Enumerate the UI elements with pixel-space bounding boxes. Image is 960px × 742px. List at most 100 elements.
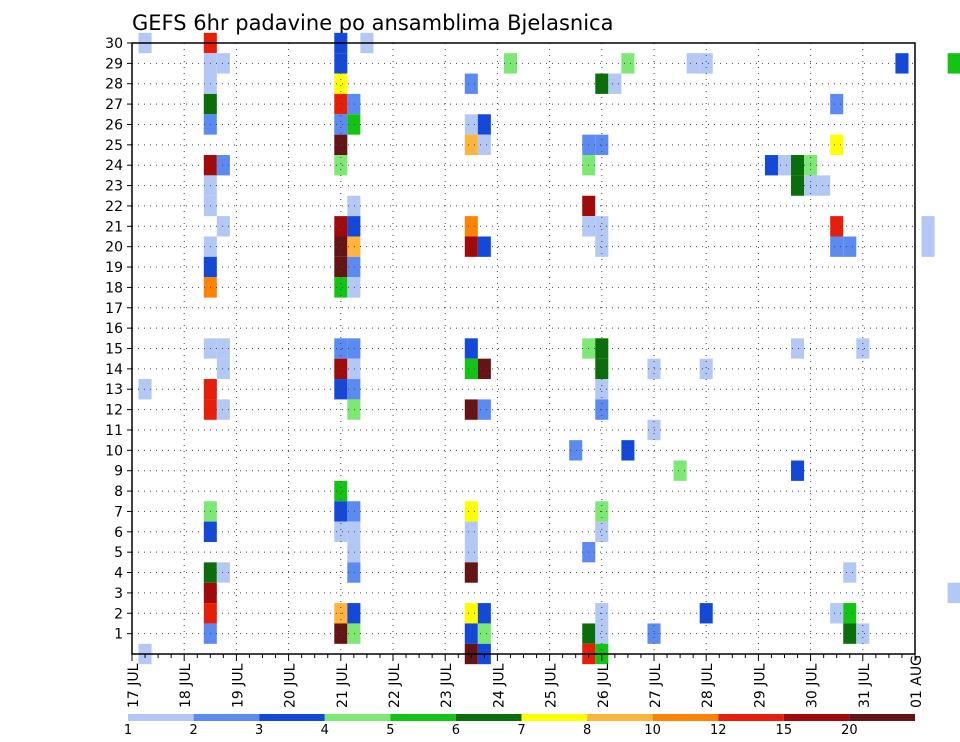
heatmap-cell <box>843 236 857 257</box>
heatmap-cell <box>830 216 844 237</box>
heatmap-cell <box>347 195 361 217</box>
heatmap-cell <box>699 53 713 74</box>
heatmap-cell <box>334 379 348 400</box>
heatmap-cell <box>216 338 230 359</box>
colorbar-swatch <box>324 714 391 721</box>
x-tick-label: 31 JUL <box>857 663 873 708</box>
y-tick-label: 6 <box>114 525 123 541</box>
x-tick-label: 29 JUL <box>752 663 768 708</box>
heatmap-cell <box>334 338 348 359</box>
colorbar-label: 5 <box>386 723 394 738</box>
y-tick-label: 27 <box>105 97 123 113</box>
y-tick-label: 3 <box>114 586 123 602</box>
x-tick-label: 22 JUL <box>387 663 403 708</box>
x-tick-label: 24 JUL <box>491 663 507 708</box>
colorbar: 1 2 3 4 5 6 7 8 10 12 15 20 <box>124 714 915 738</box>
x-tick-label: 20 JUL <box>283 663 299 708</box>
x-tick-label: 26 JUL <box>596 663 612 708</box>
heatmap-cell <box>464 541 478 563</box>
heatmap-cell <box>621 53 635 74</box>
colorbar-swatch <box>193 714 260 721</box>
heatmap-cell <box>347 358 361 380</box>
heatmap-cell <box>464 562 478 583</box>
heatmap-cell <box>464 358 478 380</box>
heatmap-cell <box>921 216 935 237</box>
heatmap-cell <box>334 277 348 298</box>
heatmap-cell <box>595 623 609 644</box>
heatmap-cell <box>791 460 805 481</box>
colorbar-swatch <box>128 714 194 721</box>
heatmap-cell <box>777 155 792 176</box>
heatmap-cell <box>334 480 348 502</box>
x-tick-label: 23 JUL <box>439 663 455 708</box>
x-axis: 17 JUL 18 JUL 19 JUL 20 JUL 21 JUL 22 JUL 23 J… <box>126 654 925 708</box>
y-tick-label: 17 <box>105 301 123 317</box>
heatmap-cell <box>791 338 805 359</box>
heatmap-cell <box>347 399 361 420</box>
x-tick-label: 28 JUL <box>700 663 716 708</box>
colorbar-swatch <box>783 714 850 721</box>
y-tick-label: 23 <box>105 179 123 195</box>
heatmap-cell <box>608 73 622 94</box>
heatmap-cell <box>347 93 361 115</box>
heatmap-cell <box>464 623 478 644</box>
colorbar-label: 6 <box>452 723 460 738</box>
heatmap-cell <box>464 236 478 257</box>
heatmap-cell <box>477 236 491 257</box>
y-tick-label: 30 <box>105 36 123 52</box>
y-tick-label: 13 <box>105 382 123 398</box>
colorbar-swatch <box>455 714 522 721</box>
y-tick-label: 10 <box>105 443 123 459</box>
heatmap-cell <box>569 440 583 461</box>
heatmap-cell <box>817 175 831 196</box>
heatmap-cell <box>843 623 857 644</box>
y-tick-label: 2 <box>114 606 123 622</box>
heatmap-cell <box>464 338 478 359</box>
heatmap-cell <box>334 155 348 176</box>
colorbar-label: 3 <box>255 723 263 738</box>
y-tick-label: 29 <box>105 56 123 72</box>
y-tick-label: 12 <box>105 403 123 419</box>
heatmap-cell <box>216 155 230 176</box>
x-tick-label: 21 JUL <box>335 663 351 708</box>
heatmap-cell <box>895 53 909 74</box>
heatmap-cell <box>477 114 491 135</box>
x-tick-label: 25 JUL <box>544 663 560 708</box>
x-tick-label: 17 JUL <box>126 663 142 708</box>
colorbar-label: 20 <box>841 723 858 738</box>
y-tick-label: 9 <box>114 464 123 480</box>
heatmap-cell <box>856 623 870 644</box>
heatmap-cell <box>334 358 348 380</box>
heatmap-cell <box>347 256 361 278</box>
heatmap-cell <box>334 216 348 237</box>
y-axis: 1234567891011121314151617181920212223242… <box>105 36 132 643</box>
heatmap-cell <box>791 175 805 196</box>
heatmap-cell <box>673 460 687 481</box>
colorbar-swatch <box>587 714 653 721</box>
x-tick-label: 27 JUL <box>648 663 664 708</box>
heatmap-cell <box>334 623 348 644</box>
y-tick-label: 25 <box>105 138 123 154</box>
y-tick-label: 11 <box>105 423 123 439</box>
colorbar-label: 1 <box>124 723 132 738</box>
colorbar-swatch <box>849 714 915 721</box>
y-tick-label: 18 <box>105 280 123 296</box>
heatmap-cell <box>347 114 361 135</box>
heatmap-cell <box>464 399 478 420</box>
heatmap-cell <box>791 155 805 176</box>
heatmap-cell <box>699 358 713 380</box>
heatmap-cell <box>464 603 478 624</box>
colorbar-label: 15 <box>776 723 793 738</box>
heatmap-cell <box>464 114 478 135</box>
heatmap-cell <box>856 338 870 359</box>
heatmap-cell <box>830 134 844 156</box>
heatmap-cell <box>464 216 478 237</box>
heatmap-cell <box>595 73 609 94</box>
y-tick-label: 7 <box>114 504 123 520</box>
y-tick-label: 24 <box>105 158 123 174</box>
y-tick-label: 14 <box>105 362 123 378</box>
heatmap-cell <box>595 236 609 257</box>
colorbar-label: 4 <box>321 723 329 738</box>
heatmap-cell <box>347 501 361 522</box>
